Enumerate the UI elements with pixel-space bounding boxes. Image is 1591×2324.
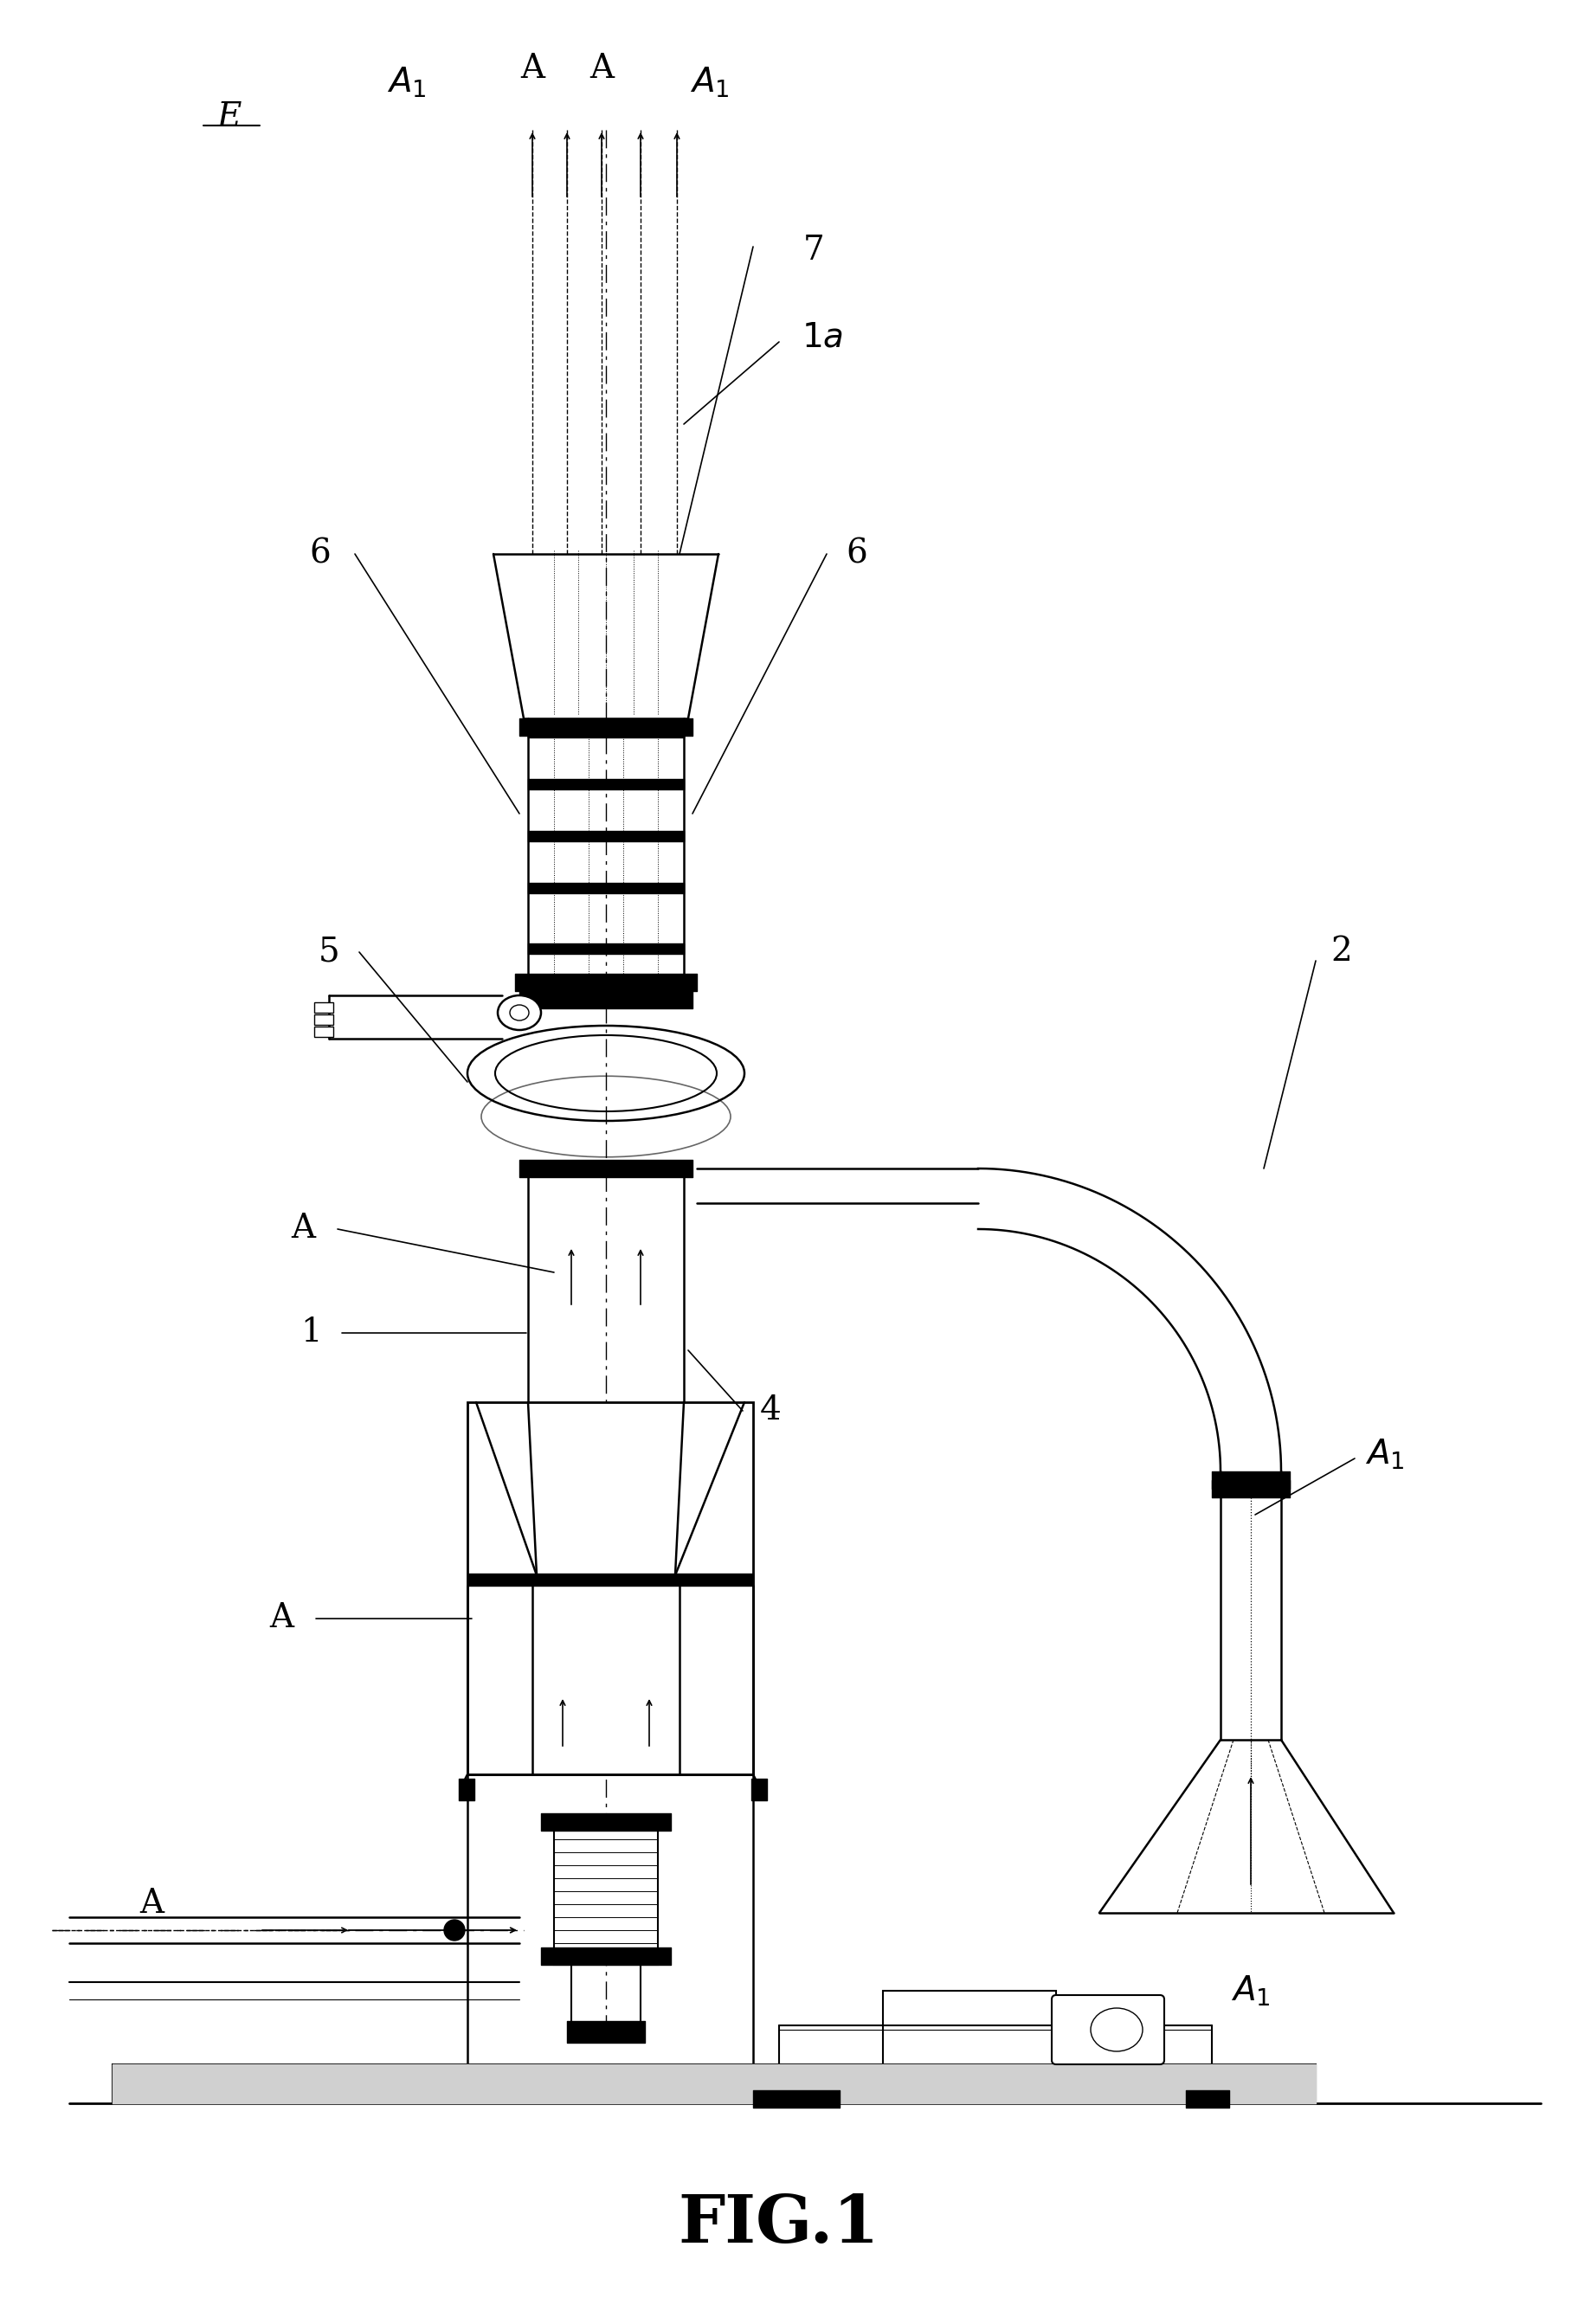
Text: $A_1$: $A_1$ xyxy=(387,65,426,100)
Bar xyxy=(313,1002,333,1013)
Ellipse shape xyxy=(1091,2008,1142,2052)
Text: $A_1$: $A_1$ xyxy=(1365,1436,1405,1471)
Text: 6: 6 xyxy=(310,537,331,569)
Text: 1: 1 xyxy=(301,1318,323,1348)
Ellipse shape xyxy=(509,1004,528,1020)
Text: A: A xyxy=(140,1887,164,1920)
Ellipse shape xyxy=(498,995,541,1030)
Text: 2: 2 xyxy=(1332,937,1352,969)
Text: A: A xyxy=(291,1213,315,1246)
Text: $A_1$: $A_1$ xyxy=(690,65,730,100)
Bar xyxy=(883,1992,1056,2068)
Text: 5: 5 xyxy=(318,937,339,969)
Bar xyxy=(113,2064,1316,2103)
Text: 6: 6 xyxy=(846,537,867,569)
Bar xyxy=(554,1817,657,1964)
Circle shape xyxy=(444,1920,465,1941)
Text: $1a$: $1a$ xyxy=(802,321,843,353)
Bar xyxy=(313,1027,333,1037)
Bar xyxy=(313,1013,333,1025)
Text: A: A xyxy=(269,1604,293,1634)
Text: 4: 4 xyxy=(759,1394,781,1427)
Text: 7: 7 xyxy=(803,235,824,267)
Bar xyxy=(468,1401,753,1776)
Bar xyxy=(780,2064,1212,2082)
Text: $A_1$: $A_1$ xyxy=(1231,1973,1271,2008)
Text: A: A xyxy=(590,53,614,86)
Text: A: A xyxy=(520,53,544,86)
FancyBboxPatch shape xyxy=(1052,1994,1165,2064)
Text: FIG.1: FIG.1 xyxy=(678,2192,880,2257)
Text: E: E xyxy=(216,100,242,132)
